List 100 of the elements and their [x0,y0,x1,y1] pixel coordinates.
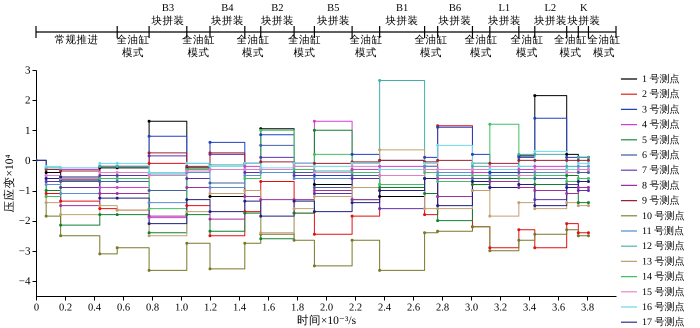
point [565,152,568,156]
point [312,128,316,132]
point [565,201,568,204]
point [185,204,188,208]
point [312,186,316,190]
text: B6 块拼装 [438,3,472,27]
point [59,213,62,216]
point [259,144,262,147]
point [44,201,48,204]
text: 全油缸模式 [554,33,588,59]
point [148,207,151,210]
point [148,222,151,226]
point [243,176,246,180]
point [517,238,520,242]
point [565,183,568,186]
point [533,176,536,180]
point [350,214,354,218]
point [148,134,151,138]
point [423,170,426,174]
point [148,268,151,272]
text: 全油缸模式 [349,33,382,59]
x-tick-label: 0.6 [116,302,130,314]
x-tick-label: 1.6 [262,302,276,314]
point [378,268,382,272]
point [378,186,382,190]
point [488,162,492,165]
point [59,224,62,227]
point [586,201,590,204]
point [208,230,212,233]
point [517,176,520,180]
y-tick-label: −3 [18,245,31,258]
point [259,237,262,240]
x-tick-label: 3.2 [494,302,508,314]
point [98,192,102,196]
point [259,214,262,218]
point [59,186,62,190]
point [98,196,102,200]
text: 全油缸模式 [588,33,621,59]
point [98,204,102,208]
legend-label: 11 号测点 [642,225,684,237]
point [44,189,48,192]
text: L1 块拼装 [486,3,521,27]
point [576,234,580,238]
text: 全油缸模式 [236,33,270,59]
text: 全油缸模式 [414,33,448,59]
point [576,162,580,165]
point [98,162,102,165]
point [312,174,316,177]
point [350,176,354,180]
y-tick-label: −4 [18,275,31,288]
legend-label: 2 号测点 [642,88,680,100]
point [533,246,536,250]
point [148,189,151,192]
point [565,158,568,162]
point [243,195,246,198]
point [488,246,492,250]
point [488,122,492,126]
point [98,252,102,256]
point [423,156,426,159]
point [312,120,316,123]
x-tick-label: 1.0 [174,302,188,314]
point [98,170,102,174]
point [423,231,426,234]
point [565,192,568,196]
x-tick-label: 2.4 [378,302,392,314]
point [312,189,316,192]
point [576,231,580,234]
legend-label: 8 号测点 [642,179,680,192]
point [243,164,246,168]
point [470,152,474,156]
point [208,140,212,144]
point [586,204,590,208]
point [533,232,536,236]
point [576,201,580,204]
point [586,170,590,174]
point [565,186,568,190]
point [517,201,520,204]
point [565,228,568,232]
point [59,204,62,208]
point [470,170,474,174]
point [312,232,316,236]
text: L2 块拼装 [532,3,567,27]
point [98,186,102,190]
point [59,192,62,196]
point [148,231,151,234]
x-tick-label: 2.8 [436,302,450,314]
x-axis-title: 时间×10⁻³/s [296,314,357,327]
point [533,164,536,168]
x-tick-label: 0.4 [88,302,102,314]
point [116,170,119,174]
x-tick-label: 2.0 [320,302,334,314]
point [208,234,212,238]
point [378,195,382,198]
point [208,210,212,214]
text: B4 块拼装 [210,3,244,27]
point [423,207,426,210]
point [259,170,262,174]
point [312,164,316,168]
legend-label: 17 号测点 [642,316,684,328]
text: B3 块拼装 [150,3,184,27]
